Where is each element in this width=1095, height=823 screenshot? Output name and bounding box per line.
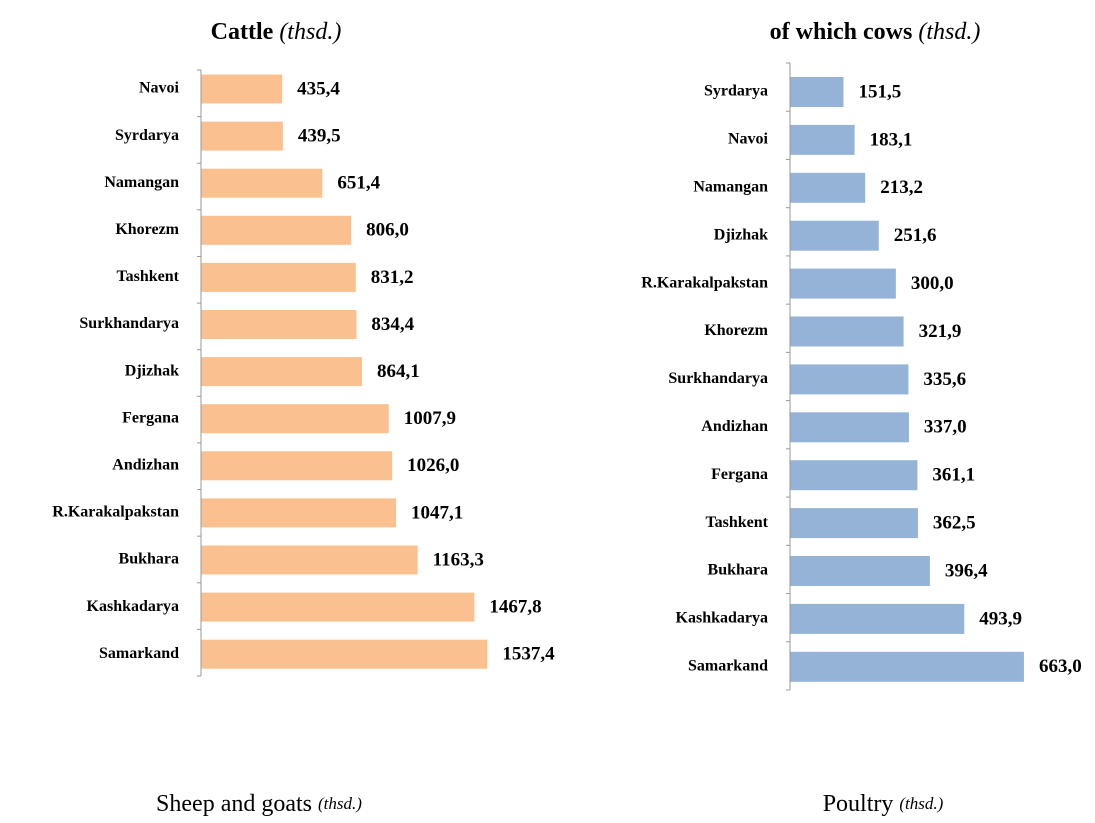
- value-label: 1163,3: [433, 549, 484, 570]
- value-label: 831,2: [371, 267, 414, 288]
- bar: [201, 262, 356, 292]
- title-text: Cattle: [211, 19, 274, 45]
- value-label: 300,0: [911, 273, 954, 294]
- category-label: Samarkand: [688, 657, 768, 674]
- chart-title: Sheep and goats (thsd.): [156, 791, 362, 817]
- category-label: Khorezm: [704, 322, 768, 339]
- bar: [790, 460, 918, 491]
- chart-title: Poultry (thsd.): [823, 791, 944, 817]
- bar: [201, 404, 389, 434]
- value-label: 834,4: [371, 314, 414, 335]
- value-label: 321,9: [919, 321, 962, 342]
- bar: [790, 603, 965, 634]
- title-text: Sheep and goats: [156, 791, 312, 817]
- value-label: 1026,0: [407, 455, 459, 476]
- category-label: Tashkent: [116, 268, 179, 285]
- bar: [201, 545, 418, 575]
- chart-title: Cattle (thsd.): [211, 19, 342, 45]
- bar: [790, 651, 1024, 682]
- bar: [201, 310, 357, 339]
- bar: [790, 412, 909, 443]
- value-label: 335,6: [923, 369, 966, 390]
- bar: [201, 168, 323, 198]
- category-label: Navoi: [728, 131, 769, 148]
- value-label: 439,5: [298, 125, 341, 146]
- value-label: 251,6: [894, 225, 937, 246]
- category-label: Surkhandarya: [79, 315, 179, 332]
- title-unit: (thsd.): [918, 19, 980, 45]
- title-unit: (thsd.): [899, 794, 943, 813]
- bar: [201, 357, 362, 387]
- value-label: 1467,8: [489, 596, 541, 617]
- value-label: 362,5: [933, 512, 976, 533]
- bar: [790, 220, 879, 251]
- category-label: Khorezm: [115, 221, 179, 238]
- value-label: 1047,1: [411, 502, 463, 523]
- category-label: Fergana: [711, 466, 768, 483]
- bar: [201, 215, 352, 245]
- category-label: Djizhak: [714, 226, 768, 243]
- title-unit: (thsd.): [279, 19, 341, 45]
- title-text: of which cows: [770, 19, 913, 45]
- category-label: Andizhan: [112, 456, 179, 473]
- value-label: 337,0: [924, 417, 967, 438]
- bar: [201, 498, 397, 528]
- bar: [790, 556, 930, 586]
- title-text: Poultry: [823, 791, 894, 817]
- bar: [790, 316, 904, 347]
- category-label: Bukhara: [119, 551, 179, 568]
- bar: [790, 508, 918, 539]
- category-label: Andizhan: [701, 418, 768, 435]
- value-label: 213,2: [880, 177, 923, 198]
- value-label: 864,1: [377, 361, 420, 382]
- bar: [790, 364, 909, 395]
- category-label: Samarkand: [99, 645, 179, 662]
- category-label: Tashkent: [705, 514, 768, 531]
- value-label: 183,1: [870, 129, 913, 150]
- category-label: Fergana: [122, 409, 179, 426]
- value-label: 435,4: [297, 78, 340, 99]
- category-label: Syrdarya: [704, 83, 768, 100]
- bar: [790, 268, 896, 299]
- value-label: 493,9: [979, 608, 1022, 629]
- value-label: 663,0: [1039, 656, 1082, 677]
- category-label: Surkhandarya: [668, 370, 768, 387]
- chart-title: of which cows (thsd.): [770, 19, 981, 45]
- category-label: Syrdarya: [115, 127, 179, 144]
- value-label: 1007,9: [404, 408, 456, 429]
- category-label: Kashkadarya: [676, 610, 768, 627]
- bar: [201, 639, 488, 669]
- bar: [790, 124, 855, 155]
- value-label: 806,0: [366, 220, 409, 241]
- title-unit: (thsd.): [318, 794, 362, 813]
- bar: [201, 451, 393, 481]
- value-label: 1537,4: [502, 644, 555, 665]
- category-label: Djizhak: [125, 362, 179, 379]
- bar: [201, 74, 283, 104]
- category-label: Navoi: [139, 80, 180, 97]
- category-label: R.Karakalpakstan: [52, 504, 179, 521]
- bar: [201, 592, 475, 622]
- category-label: Bukhara: [708, 562, 768, 579]
- category-label: Kashkadarya: [87, 598, 179, 615]
- value-label: 361,1: [932, 465, 975, 486]
- bar: [201, 121, 283, 151]
- value-label: 651,4: [337, 173, 380, 194]
- value-label: 151,5: [858, 81, 901, 102]
- category-label: Namangan: [104, 174, 179, 191]
- category-label: Namangan: [693, 178, 768, 195]
- category-label: R.Karakalpakstan: [641, 274, 768, 291]
- value-label: 396,4: [945, 560, 988, 581]
- bar: [790, 77, 844, 107]
- bar: [790, 172, 866, 203]
